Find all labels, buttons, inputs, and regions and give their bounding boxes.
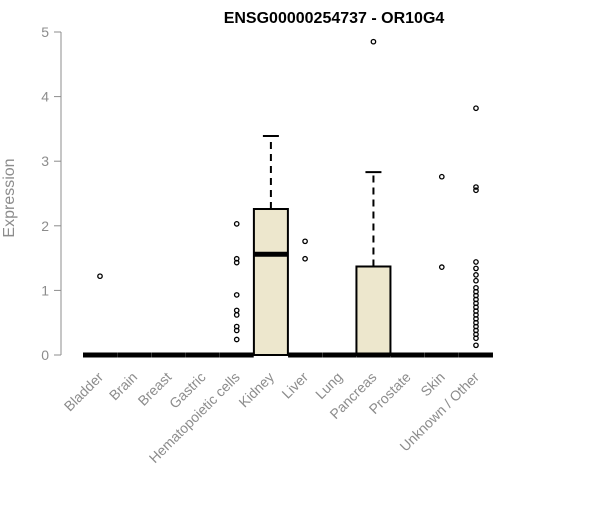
outlier-point xyxy=(473,277,479,284)
outlier-point xyxy=(473,335,479,342)
x-tick-label-bladder: Bladder xyxy=(61,369,107,415)
outlier-point xyxy=(233,312,240,318)
boxes xyxy=(83,135,493,358)
y-tick-label-5: 5 xyxy=(41,24,49,40)
y-axis-label: Expression xyxy=(1,158,18,237)
outlier-point xyxy=(473,265,479,272)
y-tick-label-2: 2 xyxy=(41,218,49,234)
axes xyxy=(54,31,62,356)
outlier-point xyxy=(233,259,240,266)
outlier-point xyxy=(473,105,479,112)
y-tick-label-0: 0 xyxy=(41,347,49,363)
outlier-point xyxy=(233,292,240,298)
outlier-point xyxy=(473,259,479,265)
outlier-point xyxy=(438,264,445,270)
outlier-point xyxy=(97,273,103,280)
outlier-point xyxy=(473,272,479,278)
x-tick-label-skin: Skin xyxy=(417,369,448,400)
outlier-point xyxy=(302,255,308,262)
outlier-point xyxy=(438,173,445,180)
y-tick-label-3: 3 xyxy=(41,153,49,169)
outliers xyxy=(97,38,479,349)
outlier-point xyxy=(233,327,240,334)
x-tick-label-liver: Liver xyxy=(278,369,311,402)
outlier-point xyxy=(233,307,240,314)
outlier-point xyxy=(473,342,479,349)
box-kidney xyxy=(252,135,289,356)
chart-title: ENSG00000254737 - OR10G4 xyxy=(224,10,445,27)
outlier-point xyxy=(370,38,377,45)
outlier-point xyxy=(473,184,479,190)
box-pancreas xyxy=(355,171,392,358)
outlier-point xyxy=(233,221,240,227)
outlier-point xyxy=(473,187,479,194)
box-iqr xyxy=(252,208,289,356)
y-tick-label-4: 4 xyxy=(41,89,49,105)
y-tick-label-1: 1 xyxy=(41,282,49,298)
outlier-point xyxy=(233,336,240,343)
x-tick-label-kidney: Kidney xyxy=(235,369,277,411)
box-iqr xyxy=(355,265,392,356)
outlier-point xyxy=(302,238,308,245)
